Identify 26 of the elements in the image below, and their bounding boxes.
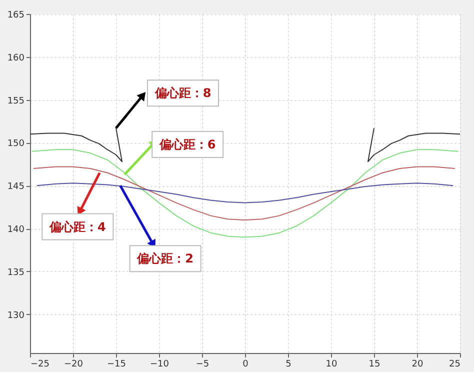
x-tick-label: 25: [449, 360, 460, 370]
y-tick-label: 165: [7, 10, 24, 20]
x-tick-label: −20: [64, 360, 84, 370]
x-tick-label: 20: [412, 360, 424, 370]
annotation: 偏心距：6: [158, 137, 216, 152]
x-tick-label: 15: [368, 360, 380, 370]
x-tick-label: 0: [242, 360, 249, 370]
annotation: 偏心距：8: [154, 86, 212, 100]
line-series: [31, 149, 459, 238]
x-tick-label: −5: [196, 360, 210, 370]
x-tick-label: −15: [107, 360, 126, 370]
line-series: [32, 166, 456, 220]
y-tick-label: 160: [7, 53, 25, 64]
x-tick-label: 10: [326, 360, 338, 370]
y-tick-label: 145: [7, 182, 24, 192]
annotation: 偏心距：2: [136, 252, 194, 266]
annotation: 偏心距：4: [48, 220, 106, 234]
x-tick-label: −25: [30, 360, 50, 370]
y-tick-label: 150: [7, 139, 25, 150]
x-tick-label: 5: [286, 360, 292, 370]
line-series: [36, 182, 454, 204]
y-tick-label: 155: [7, 96, 24, 106]
y-tick-label: 140: [7, 225, 25, 236]
y-tick-label: 130: [7, 310, 25, 321]
y-tick-label: 135: [7, 268, 24, 278]
x-tick-label: −10: [150, 360, 170, 370]
